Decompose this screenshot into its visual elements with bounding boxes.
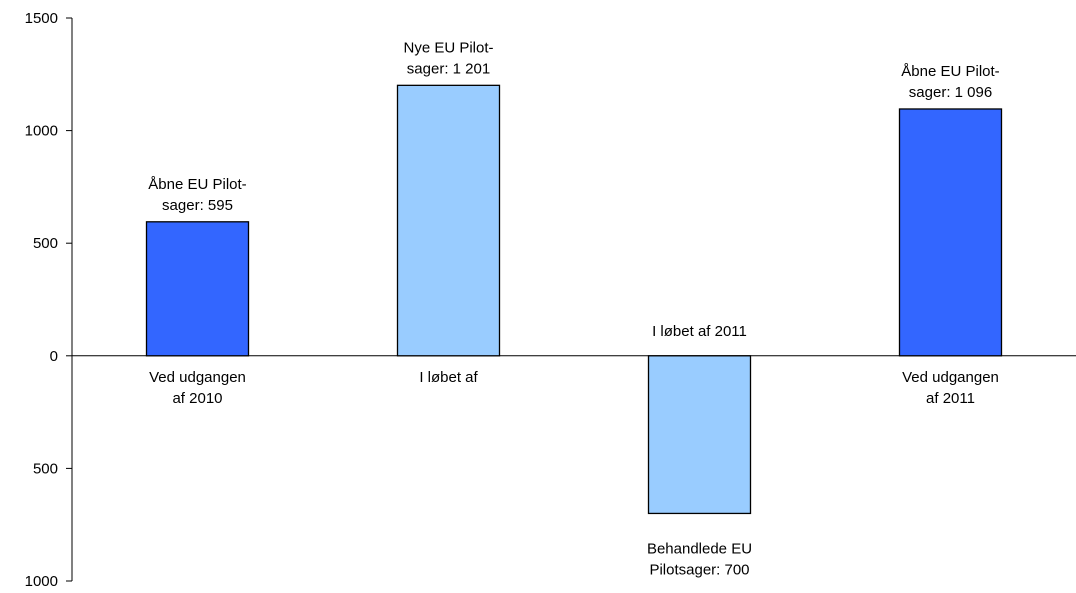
y-tick-label: 1500 [25,10,58,27]
bar [647,355,752,515]
data-label: Åbne EU Pilot- [901,63,999,80]
bar [396,84,501,357]
y-tick-label: 1000 [25,123,58,140]
category-label: af 2011 [926,390,975,407]
bar [145,221,250,357]
category-label: Ved udgangen [149,369,246,386]
data-label: Åbne EU Pilot- [148,176,246,193]
bar [898,108,1003,357]
category-label: Ved udgangen [902,369,999,386]
data-label: Behandlede EU [647,540,752,557]
data-label: sager: 1 096 [909,84,992,101]
category-label: I løbet af [419,369,478,386]
chart-labels: Ved udgangen af 2010 Åbne EU Pilot-sager: … [148,39,999,578]
y-tick-label: 0 [50,348,58,365]
data-label: Nye EU Pilot- [403,39,493,56]
category-label: af 2010 [172,390,222,407]
data-label: Pilotsager: 700 [649,561,749,578]
data-label: sager: 1 201 [407,60,490,77]
y-tick-label: 1000 [25,573,58,590]
y-tick-label: 500 [33,235,58,252]
data-label: sager: 595 [162,197,233,214]
y-tick-label: 500 [33,460,58,477]
category-label: I løbet af 2011 [652,323,747,340]
chart-bars [145,84,1003,515]
